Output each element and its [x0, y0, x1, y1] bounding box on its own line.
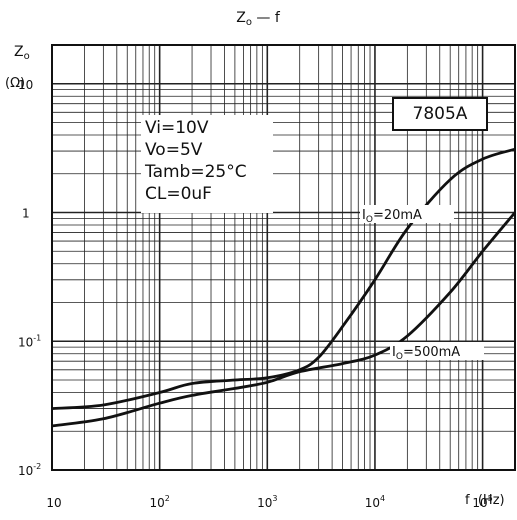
y-axis-unit: (Ω) — [5, 76, 25, 91]
conditions-box: Vi=10V Vo=5V Tamb=25°C CL=0uF — [141, 115, 273, 213]
y-tick-label-0: 10 — [18, 78, 33, 92]
series-line-1 — [51, 211, 517, 428]
series-label-0: IO=20mA — [362, 208, 422, 225]
chart-title: Zo — f — [236, 10, 281, 28]
y-tick-label-1: 1 — [22, 207, 30, 221]
chart-title-main: Z — [236, 10, 246, 26]
y-tick-label-3: 10-2 — [18, 462, 41, 478]
x-tick-label-1: 102 — [149, 494, 169, 510]
x-tick-label-2: 103 — [257, 494, 277, 510]
y-axis-label-sub: o — [24, 51, 30, 62]
model-label: 7805A — [392, 97, 488, 131]
condition-vo: Vo=5V — [145, 140, 203, 160]
series-label-bg-0 — [360, 205, 454, 223]
x-tick-label-0: 10 — [46, 496, 61, 510]
x-tick-label-4: 105 — [472, 494, 492, 510]
chart-title-rest: — f — [252, 10, 281, 26]
series-label-bg-1 — [390, 342, 484, 360]
x-axis-label: f (Hz) — [465, 493, 505, 508]
condition-tamb: Tamb=25°C — [145, 162, 247, 182]
series-layer — [51, 147, 517, 428]
label-layer: 10 102 103 104 105 10 1 10-1 10-2 IO=20mA IO=500mA — [18, 78, 493, 510]
series-line-0 — [51, 147, 516, 410]
chart-title-sub: o — [246, 17, 252, 28]
y-axis-label-main: Z — [14, 44, 24, 60]
condition-vi: Vi=10V — [145, 118, 209, 138]
condition-cl: CL=0uF — [145, 184, 212, 204]
x-tick-label-3: 104 — [365, 494, 385, 510]
y-tick-label-2: 10-1 — [18, 333, 41, 349]
series-label-1: IO=500mA — [392, 345, 460, 362]
y-axis-label: Zo — [14, 44, 30, 62]
plot-frame — [51, 44, 516, 471]
